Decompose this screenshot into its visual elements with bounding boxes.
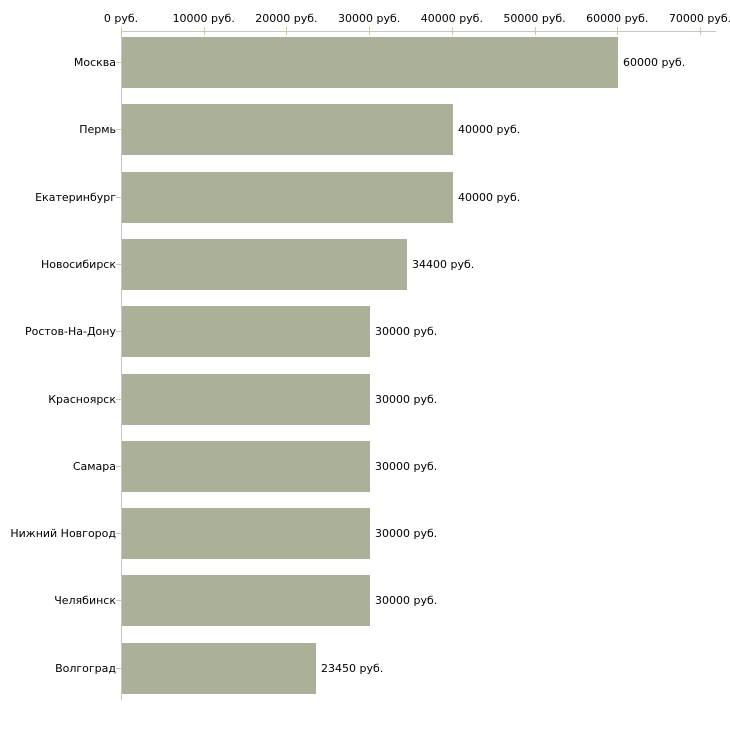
value-label: 40000 руб. <box>458 123 521 136</box>
x-tick-label: 20000 руб. <box>255 12 318 25</box>
x-tick-mark <box>369 27 370 35</box>
bar <box>122 172 453 223</box>
x-tick-label: 70000 руб. <box>668 12 730 25</box>
value-label: 30000 руб. <box>375 594 438 607</box>
x-tick-label: 40000 руб. <box>420 12 483 25</box>
bar <box>122 508 370 559</box>
bar <box>122 575 370 626</box>
x-tick-label: 30000 руб. <box>338 12 401 25</box>
bar <box>122 239 407 290</box>
x-tick-mark <box>204 27 205 35</box>
bar <box>122 441 370 492</box>
bar <box>122 374 370 425</box>
y-tick-mark <box>116 399 121 400</box>
bar <box>122 104 453 155</box>
y-tick-mark <box>116 62 121 63</box>
category-label: Екатеринбург <box>35 191 116 204</box>
category-label: Новосибирск <box>40 258 116 271</box>
bar <box>122 37 618 88</box>
x-tick-mark <box>617 27 618 35</box>
bar <box>122 643 316 694</box>
value-label: 30000 руб. <box>375 527 438 540</box>
y-tick-mark <box>116 129 121 130</box>
x-tick-label: 60000 руб. <box>586 12 649 25</box>
x-tick-mark <box>700 27 701 35</box>
category-label: Самара <box>72 460 116 473</box>
y-tick-mark <box>116 264 121 265</box>
category-label: Челябинск <box>54 594 116 607</box>
y-tick-mark <box>116 668 121 669</box>
value-label: 30000 руб. <box>375 393 438 406</box>
value-label: 23450 руб. <box>321 662 384 675</box>
x-tick-label: 10000 руб. <box>172 12 235 25</box>
x-tick-label: 0 руб. <box>103 12 139 25</box>
value-label: 40000 руб. <box>458 191 521 204</box>
category-label: Ростов-На-Дону <box>24 325 116 338</box>
y-tick-mark <box>116 331 121 332</box>
x-tick-mark <box>121 27 122 35</box>
x-tick-mark <box>452 27 453 35</box>
category-label: Москва <box>73 56 116 69</box>
category-label: Пермь <box>79 123 116 136</box>
value-label: 30000 руб. <box>375 460 438 473</box>
category-label: Волгоград <box>55 662 116 675</box>
y-tick-mark <box>116 600 121 601</box>
y-tick-mark <box>116 533 121 534</box>
value-label: 60000 руб. <box>623 56 686 69</box>
value-label: 34400 руб. <box>412 258 475 271</box>
category-label: Красноярск <box>48 393 116 406</box>
y-tick-mark <box>116 197 121 198</box>
category-label: Нижний Новгород <box>10 527 116 540</box>
bar <box>122 306 370 357</box>
x-axis-line <box>121 31 716 32</box>
x-tick-label: 50000 руб. <box>503 12 566 25</box>
y-tick-mark <box>116 466 121 467</box>
y-axis-line <box>121 31 122 700</box>
value-label: 30000 руб. <box>375 325 438 338</box>
x-tick-mark <box>286 27 287 35</box>
x-tick-mark <box>535 27 536 35</box>
